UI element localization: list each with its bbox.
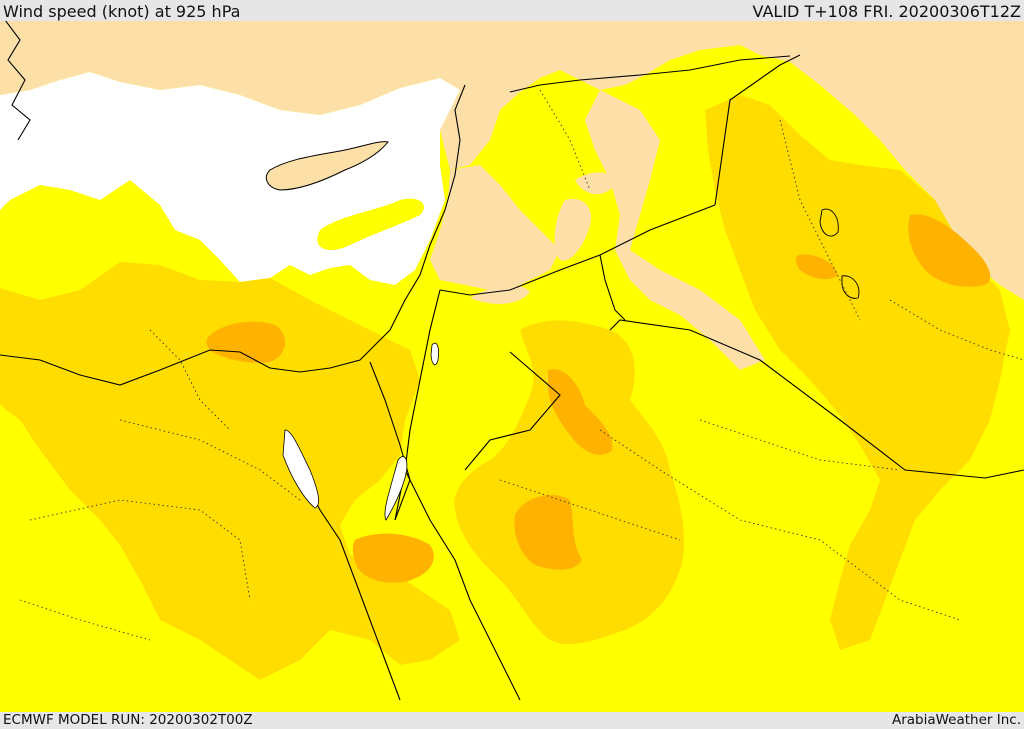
wind-band-high-sinai [352, 533, 434, 583]
wind-speed-map [0, 21, 1024, 712]
calm-land-iraq [585, 90, 765, 370]
cyprus-island [265, 141, 389, 191]
map-footer: ECMWF MODEL RUN: 20200302T00Z ArabiaWeat… [0, 712, 1024, 729]
country-borders [0, 21, 1024, 701]
calm-land-pocket-3 [575, 172, 615, 195]
credit-label: ArabiaWeather Inc. [891, 712, 1021, 728]
model-run-label: ECMWF MODEL RUN: 20200302T00Z [3, 712, 253, 728]
wind-band-mid-arabia [454, 320, 685, 645]
sea-wind-tongue [317, 198, 424, 250]
valid-time-label: VALID T+108 FRI. 20200306T12Z [752, 2, 1021, 21]
calm-land-pocket-1 [554, 198, 591, 261]
wind-band-high-iraq-small [795, 254, 838, 280]
gulf-of-suez [282, 429, 320, 509]
admin-dotted-lines [19, 89, 1024, 641]
wind-band-high-iraq [908, 214, 991, 287]
gulf-of-aqaba [384, 456, 408, 521]
wind-band-high-jordan [548, 369, 613, 455]
wind-band-mid-west [0, 262, 460, 680]
map-header: Wind speed (knot) at 925 hPa VALID T+108… [0, 0, 1024, 21]
wind-band-high-egypt [206, 321, 286, 363]
lake-iraq-2 [841, 275, 860, 299]
lake-iraq-1 [819, 208, 839, 237]
map-title: Wind speed (knot) at 925 hPa [3, 2, 241, 21]
calm-land-pocket-2 [470, 285, 530, 304]
calm-land-levant [430, 165, 560, 290]
wind-band-high-saudi [514, 495, 582, 570]
dead-sea-lake [430, 342, 439, 366]
calm-land-north [0, 21, 1024, 300]
